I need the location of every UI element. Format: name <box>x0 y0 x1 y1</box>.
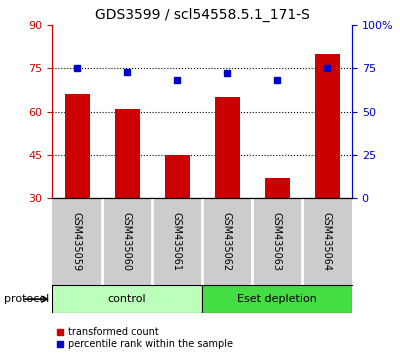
Text: GSM435061: GSM435061 <box>172 212 182 271</box>
Bar <box>314 54 340 198</box>
Text: GSM435062: GSM435062 <box>222 212 232 271</box>
Text: GSM435060: GSM435060 <box>122 212 132 271</box>
Text: Eset depletion: Eset depletion <box>237 294 317 304</box>
Text: protocol: protocol <box>4 294 49 304</box>
Bar <box>64 94 90 198</box>
Text: GSM435064: GSM435064 <box>322 212 332 271</box>
Bar <box>114 109 140 198</box>
Text: GSM435063: GSM435063 <box>272 212 282 271</box>
Text: control: control <box>108 294 146 304</box>
Bar <box>164 155 190 198</box>
Text: GSM435059: GSM435059 <box>72 212 82 271</box>
Bar <box>52 285 202 313</box>
Bar <box>214 97 240 198</box>
Bar <box>264 178 290 198</box>
Legend: transformed count, percentile rank within the sample: transformed count, percentile rank withi… <box>57 327 232 349</box>
Title: GDS3599 / scl54558.5.1_171-S: GDS3599 / scl54558.5.1_171-S <box>94 8 310 22</box>
Bar <box>202 285 352 313</box>
